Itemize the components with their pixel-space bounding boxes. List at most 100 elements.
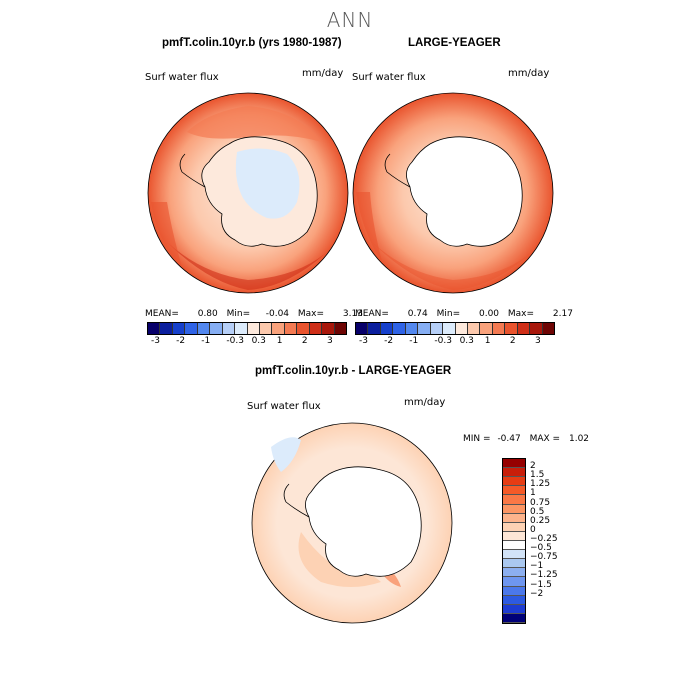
colorbar-tick-label: 1: [276, 336, 283, 346]
left-max-label: Max=: [297, 309, 325, 319]
colorbar-tick-label: -2: [176, 336, 186, 346]
diff-colorbar-swatch: [503, 613, 525, 623]
colorbar-tick-label: -0.3: [226, 336, 244, 346]
right-max-label: Max=: [507, 309, 535, 319]
right-mean-label: MEAN=: [355, 309, 389, 319]
colorbar-swatch: [197, 323, 211, 334]
diff-polar-map: [251, 422, 453, 624]
colorbar-swatch: [430, 323, 444, 334]
colorbar-swatch: [284, 323, 298, 334]
colorbar-swatch: [418, 323, 431, 334]
left-colorbar: [147, 322, 347, 335]
diff-colorbar-label: 2: [530, 461, 536, 472]
colorbar-swatch: [405, 323, 419, 334]
diff-colorbar: [502, 458, 526, 624]
left-colorbar-ticks: -3 -2 -1 -0.3 0.3 1 2 3: [147, 336, 347, 350]
diff-colorbar-label: 0.75: [530, 497, 551, 508]
diff-colorbar-label: 0.25: [530, 515, 551, 526]
diff-min-value: -0.47: [497, 434, 521, 444]
diff-colorbar-label: 1: [530, 488, 536, 499]
diff-colorbar-label: 0.5: [530, 506, 545, 517]
colorbar-swatch: [356, 323, 369, 334]
diff-colorbar-label: −1.5: [530, 579, 552, 590]
colorbar-tick-label: -3: [359, 336, 368, 346]
left-mean-label: MEAN=: [145, 309, 179, 319]
colorbar-tick-label: 2: [301, 336, 308, 346]
colorbar-swatch: [492, 323, 506, 334]
colorbar-swatch: [380, 323, 394, 334]
left-min-value: -0.04: [265, 309, 290, 319]
colorbar-swatch: [480, 323, 493, 334]
colorbar-swatch: [505, 323, 518, 334]
right-min-value: 0.00: [478, 309, 500, 319]
colorbar-swatch: [272, 323, 285, 334]
colorbar-tick-label: 0.3: [251, 336, 266, 346]
colorbar-swatch: [542, 323, 554, 334]
diff-max-label: MAX =: [529, 434, 561, 444]
left-min-label: Min=: [226, 309, 251, 319]
diff-colorbar-swatch: [503, 531, 525, 541]
diff-max-value: 1.02: [568, 434, 590, 444]
diff-colorbar-swatch: [503, 513, 525, 523]
diff-colorbar-label: −1: [530, 561, 544, 572]
diff-colorbar-label: −1.25: [530, 570, 558, 581]
colorbar-swatch: [259, 323, 273, 334]
left-variable-label: Surf water flux: [145, 72, 219, 83]
colorbar-swatch: [368, 323, 381, 334]
diff-variable-label: Surf water flux: [247, 401, 321, 412]
colorbar-swatch: [322, 323, 335, 334]
diff-colorbar-swatch: [503, 568, 525, 578]
left-mean-value: 0.80: [197, 309, 218, 319]
diff-colorbar-swatch: [503, 550, 525, 560]
colorbar-tick-label: 1: [484, 336, 491, 346]
diff-colorbar-swatch: [503, 577, 525, 587]
diff-colorbar-labels: 2 1.5 1.25 1 0.75 0.5 0.25 0 −0.25 −0.5 −0.75 −1 −1.…: [530, 458, 590, 624]
right-min-label: Min=: [436, 309, 461, 319]
colorbar-swatch: [393, 323, 406, 334]
colorbar-swatch: [443, 323, 456, 334]
diff-colorbar-label: −0.25: [530, 534, 558, 544]
diff-colorbar-swatch: [503, 504, 525, 514]
diff-colorbar-swatch: [503, 468, 525, 478]
left-panel-title: pmfT.colin.10yr.b (yrs 1980-1987): [162, 37, 342, 49]
colorbar-swatch: [247, 323, 260, 334]
diff-colorbar-swatch: [503, 459, 525, 469]
left-polar-map: [147, 92, 349, 294]
colorbar-swatch: [185, 323, 198, 334]
diff-colorbar-swatch: [503, 595, 525, 605]
diff-colorbar-label: −0.75: [530, 552, 558, 563]
colorbar-tick-label: -1: [409, 336, 419, 346]
diff-colorbar-label: 1.25: [530, 479, 551, 490]
colorbar-swatch: [222, 323, 236, 334]
diff-colorbar-swatch: [503, 540, 525, 551]
colorbar-swatch: [160, 323, 173, 334]
colorbar-tick-label: -1: [201, 336, 211, 346]
right-variable-label: Surf water flux: [352, 72, 426, 83]
diff-colorbar-label: 1.5: [530, 470, 545, 481]
diff-colorbar-swatch: [503, 586, 525, 596]
colorbar-tick-label: -3: [151, 336, 160, 346]
right-mean-value: 0.74: [407, 309, 428, 319]
diff-units-label: mm/day: [404, 397, 446, 408]
diff-colorbar-swatch: [503, 495, 525, 505]
right-polar-map: [352, 92, 554, 294]
colorbar-swatch: [467, 323, 481, 334]
colorbar-swatch: [297, 323, 310, 334]
diff-colorbar-swatch: [503, 486, 525, 496]
diff-antarctica-outline: [305, 466, 422, 577]
right-max-value: 2.17: [552, 309, 573, 319]
colorbar-tick-label: 3: [535, 336, 541, 346]
colorbar-swatch: [309, 323, 323, 334]
diff-colorbar-swatch: [503, 559, 525, 569]
diff-colorbar-label: −0.5: [530, 543, 552, 554]
right-stats: MEAN= 0.74 Min= 0.00 Max= 2.17: [355, 309, 573, 319]
colorbar-swatch: [172, 323, 186, 334]
right-units-label: mm/day: [508, 68, 550, 79]
colorbar-tick-label: 3: [327, 336, 333, 346]
colorbar-swatch: [517, 323, 531, 334]
left-stats: MEAN= 0.80 Min= -0.04 Max= 3.13: [145, 309, 363, 319]
figure-title: ANN: [326, 8, 374, 32]
right-colorbar: [355, 322, 555, 335]
diff-colorbar-swatch: [503, 604, 525, 614]
diff-minmax: MIN = -0.47 MAX = 1.02: [463, 434, 589, 444]
